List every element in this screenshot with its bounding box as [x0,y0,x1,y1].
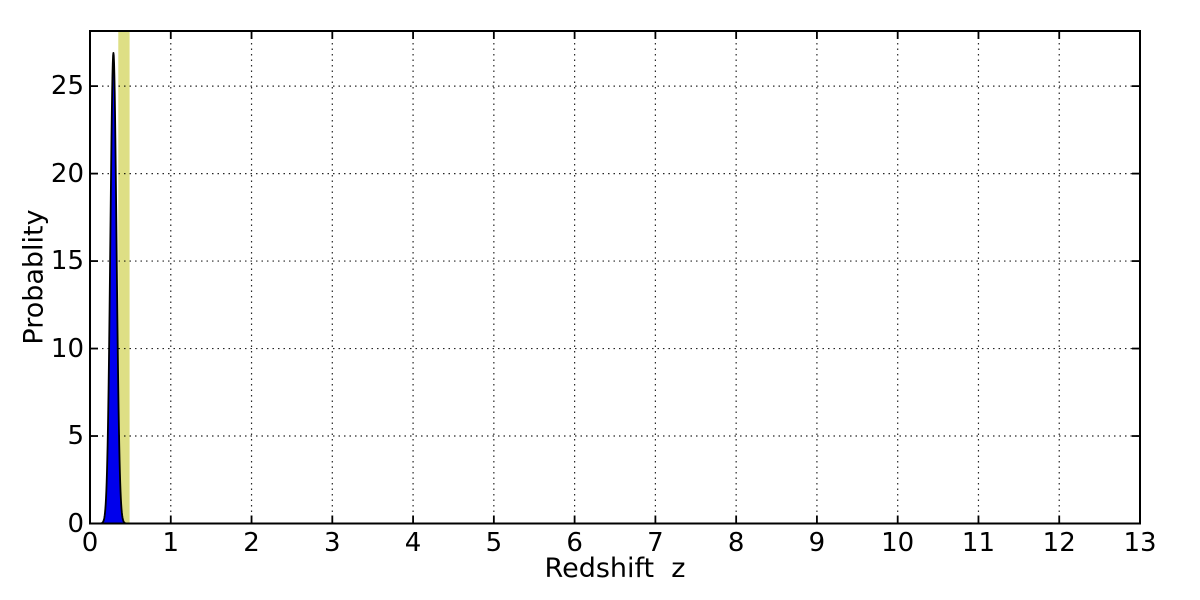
x-tick-label: 5 [485,528,503,558]
x-tick-label: 8 [727,528,745,558]
highlight-band [118,32,130,523]
y-tick-label: 5 [67,421,84,452]
y-tick-label: 10 [50,333,84,364]
y-axis-label: Probablity [18,209,50,345]
x-axis-label: Redshift z [544,553,686,584]
x-tick-label: 9 [808,528,826,558]
y-tick-label: 20 [50,158,84,189]
x-tick-label: 1 [162,528,180,558]
y-tick-label: 0 [67,508,84,539]
y-tick-label: 15 [50,246,84,277]
x-tick-label: 6 [566,528,583,558]
x-tick-label: 2 [243,528,260,558]
x-tick-label: 10 [881,528,915,558]
x-tick-label: 3 [324,528,341,558]
x-tick-label: 13 [1123,528,1157,558]
x-tick-label: 12 [1042,528,1076,558]
x-tick-label: 7 [647,528,664,558]
pdf-curve [99,51,128,525]
x-tick-label: 4 [404,528,422,558]
x-tick-label: 0 [81,528,99,558]
x-tick-label: 11 [961,528,995,558]
y-tick-label: 25 [50,71,84,102]
axes-frame [89,30,1141,525]
